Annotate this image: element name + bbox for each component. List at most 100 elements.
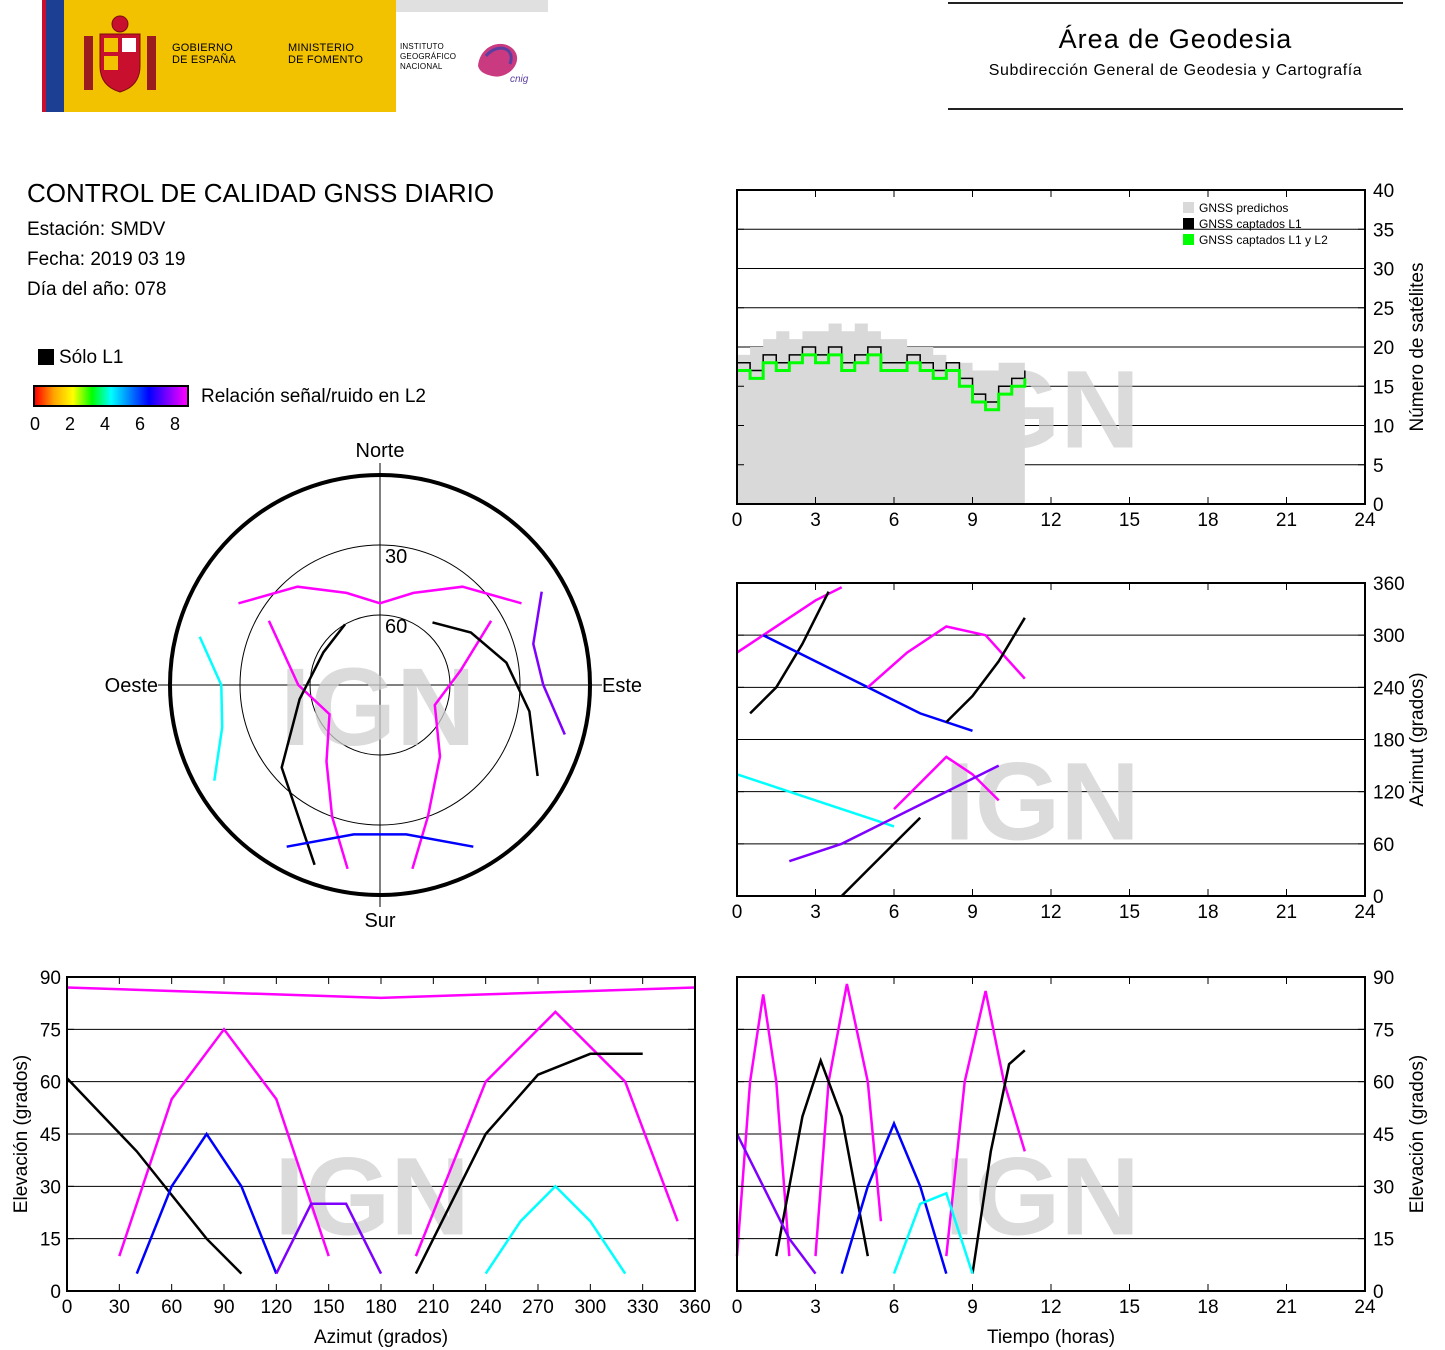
y-tick-label: 300 bbox=[1373, 626, 1405, 647]
satellite-track bbox=[736, 773, 895, 828]
x-tick-label: 210 bbox=[417, 1297, 449, 1318]
y-tick-label: 15 bbox=[1373, 1230, 1394, 1251]
x-tick-label: 18 bbox=[1197, 902, 1218, 923]
x-tick-label: 150 bbox=[313, 1297, 345, 1318]
cnig-logo-icon: cnig bbox=[478, 43, 529, 85]
area-header: Área de Geodesia Subdirección General de… bbox=[948, 2, 1403, 112]
l1-only-label: Sólo L1 bbox=[59, 347, 124, 368]
x-tick-label: 0 bbox=[732, 1297, 743, 1318]
station-label: Estación: SMDV bbox=[27, 219, 166, 240]
x-axis-label: Tiempo (horas) bbox=[987, 1327, 1115, 1348]
x-tick-label: 18 bbox=[1197, 1297, 1218, 1318]
header-rule-bottom bbox=[948, 108, 1403, 110]
legend-label: GNSS predichos bbox=[1199, 201, 1288, 215]
x-tick-label: 21 bbox=[1276, 510, 1297, 531]
x-tick-label: 60 bbox=[161, 1297, 182, 1318]
l1-only-swatch bbox=[38, 349, 54, 365]
satellite-track bbox=[775, 1056, 870, 1257]
y-tick-label: 60 bbox=[1373, 835, 1394, 856]
ign-watermark: IGN bbox=[944, 741, 1140, 864]
y-tick-label: 75 bbox=[40, 1020, 61, 1041]
ign-logo: INSTITUTO GEOGRÁFICO NACIONAL cnig bbox=[396, 12, 548, 112]
legend-swatch bbox=[1183, 202, 1194, 213]
day-of-year-label: Día del año: 078 bbox=[27, 279, 167, 300]
area-title: Área de Geodesia bbox=[1058, 24, 1293, 54]
legend-swatch bbox=[1183, 234, 1194, 245]
predicted-area bbox=[737, 323, 1025, 504]
y-axis-label: Elevación (grados) bbox=[11, 1055, 32, 1213]
satellite-track bbox=[749, 591, 830, 715]
satellite-track bbox=[735, 994, 791, 1257]
y-tick-label: 45 bbox=[40, 1125, 61, 1146]
satellite-track bbox=[945, 617, 1026, 723]
x-tick-label: 360 bbox=[679, 1297, 711, 1318]
x-tick-label: 12 bbox=[1040, 902, 1061, 923]
snr-tick: 0 bbox=[30, 414, 41, 434]
x-tick-label: 24 bbox=[1354, 1297, 1376, 1318]
y-tick-label: 5 bbox=[1373, 456, 1384, 477]
y-axis-label: Elevación (grados) bbox=[1407, 1055, 1428, 1213]
satellite-track bbox=[286, 833, 474, 848]
x-tick-label: 18 bbox=[1197, 510, 1218, 531]
satellite-track bbox=[532, 591, 566, 735]
satellite-track bbox=[762, 634, 973, 732]
x-tick-label: 12 bbox=[1040, 1297, 1061, 1318]
ign-watermark: IGN bbox=[280, 646, 476, 769]
satellite-track bbox=[971, 1049, 1026, 1274]
y-tick-label: 180 bbox=[1373, 731, 1405, 752]
y-tick-label: 120 bbox=[1373, 783, 1405, 804]
eu-stripe bbox=[46, 0, 64, 112]
snr-tick: 4 bbox=[100, 414, 111, 434]
y-axis-label: Número de satélites bbox=[1407, 263, 1428, 432]
x-tick-label: 0 bbox=[732, 510, 743, 531]
satellite-track bbox=[267, 620, 349, 870]
satellite-track bbox=[414, 1052, 643, 1275]
report-title: CONTROL DE CALIDAD GNSS DIARIO bbox=[27, 178, 495, 208]
y-tick-label: 45 bbox=[1373, 1125, 1394, 1146]
x-tick-label: 6 bbox=[889, 510, 900, 531]
y-tick-label: 90 bbox=[40, 968, 61, 989]
satellite-track bbox=[198, 636, 224, 781]
y-tick-label: 0 bbox=[1373, 887, 1384, 908]
x-tick-label: 24 bbox=[1354, 902, 1376, 923]
x-tick-label: 9 bbox=[967, 1297, 978, 1318]
y-tick-label: 0 bbox=[1373, 1282, 1384, 1303]
satellite-track bbox=[840, 1120, 948, 1274]
y-tick-label: 0 bbox=[50, 1282, 61, 1303]
snr-label: Relación señal/ruido en L2 bbox=[201, 386, 426, 407]
x-tick-label: 21 bbox=[1276, 902, 1297, 923]
satellite-track bbox=[432, 621, 539, 777]
y-tick-label: 35 bbox=[1373, 220, 1394, 241]
satellite-track bbox=[280, 623, 346, 866]
y-tick-label: 30 bbox=[40, 1177, 61, 1198]
x-tick-label: 240 bbox=[470, 1297, 502, 1318]
x-tick-label: 21 bbox=[1276, 1297, 1297, 1318]
x-tick-label: 15 bbox=[1119, 1297, 1140, 1318]
x-tick-label: 15 bbox=[1119, 902, 1140, 923]
y-tick-label: 15 bbox=[1373, 377, 1394, 398]
y-tick-label: 10 bbox=[1373, 417, 1394, 438]
ign-watermark: IGN bbox=[944, 1135, 1140, 1258]
x-tick-label: 15 bbox=[1119, 510, 1140, 531]
elevation-azimuth-chart: IGN 0 30 60 90 120 150 180 210 240 270 300 330 360 0 15… bbox=[11, 968, 711, 1348]
snr-tick: 8 bbox=[170, 414, 181, 434]
satellite-track bbox=[66, 1077, 243, 1275]
skyplot-east-label: Este bbox=[602, 675, 642, 697]
y-tick-label: 40 bbox=[1373, 181, 1394, 202]
area-subtitle: Subdirección General de Geodesia y Carto… bbox=[988, 62, 1363, 79]
y-tick-label: 30 bbox=[1373, 1177, 1394, 1198]
skyplot-north-label: Norte bbox=[356, 440, 405, 462]
satellite-track bbox=[736, 586, 843, 654]
snr-ticks: 0 2 4 6 8 bbox=[30, 414, 193, 436]
satellite-track bbox=[411, 620, 493, 870]
x-tick-label: 9 bbox=[967, 902, 978, 923]
report-info: CONTROL DE CALIDAD GNSS DIARIO Estación:… bbox=[27, 178, 494, 309]
y-tick-label: 0 bbox=[1373, 495, 1384, 516]
satellite-track bbox=[945, 990, 1026, 1257]
satellite-track bbox=[735, 1133, 817, 1275]
skyplot-horizon bbox=[168, 473, 592, 897]
y-tick-label: 75 bbox=[1373, 1020, 1394, 1041]
x-tick-label: 90 bbox=[213, 1297, 234, 1318]
legend-swatch bbox=[1183, 218, 1194, 229]
